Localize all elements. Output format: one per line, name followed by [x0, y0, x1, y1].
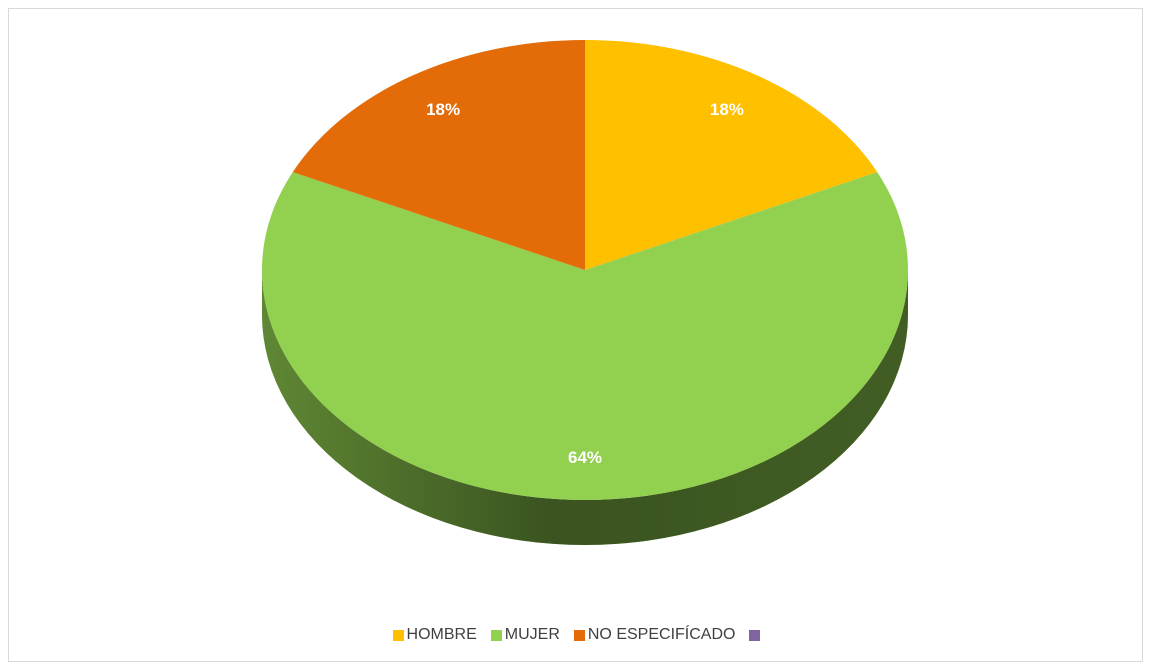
- data-label: 18%: [710, 100, 744, 119]
- chart-frame: [8, 8, 1143, 662]
- legend-swatch: [490, 629, 502, 641]
- pie-slice: [261, 172, 909, 501]
- legend-swatch: [573, 629, 585, 641]
- legend-item: NO ESPECIFÍCADO: [573, 626, 736, 644]
- data-label: 64%: [568, 448, 602, 467]
- legend-item: [749, 626, 761, 644]
- slice-side-shade: [262, 270, 908, 545]
- pie-slice: [292, 40, 585, 270]
- legend-label: MUJER: [504, 626, 560, 643]
- pie-slice: [585, 40, 878, 270]
- legend-label: NO ESPECIFÍCADO: [587, 626, 736, 643]
- legend-item: MUJER: [490, 626, 560, 644]
- legend-swatch: [749, 629, 761, 641]
- legend-item: HOMBRE: [392, 626, 477, 644]
- data-label: 18%: [426, 100, 460, 119]
- pie-sides: [262, 270, 908, 545]
- legend: HOMBRE MUJER NO ESPECIFÍCADO: [0, 626, 1153, 644]
- legend-label: HOMBRE: [406, 626, 477, 643]
- legend-swatch: [392, 629, 404, 641]
